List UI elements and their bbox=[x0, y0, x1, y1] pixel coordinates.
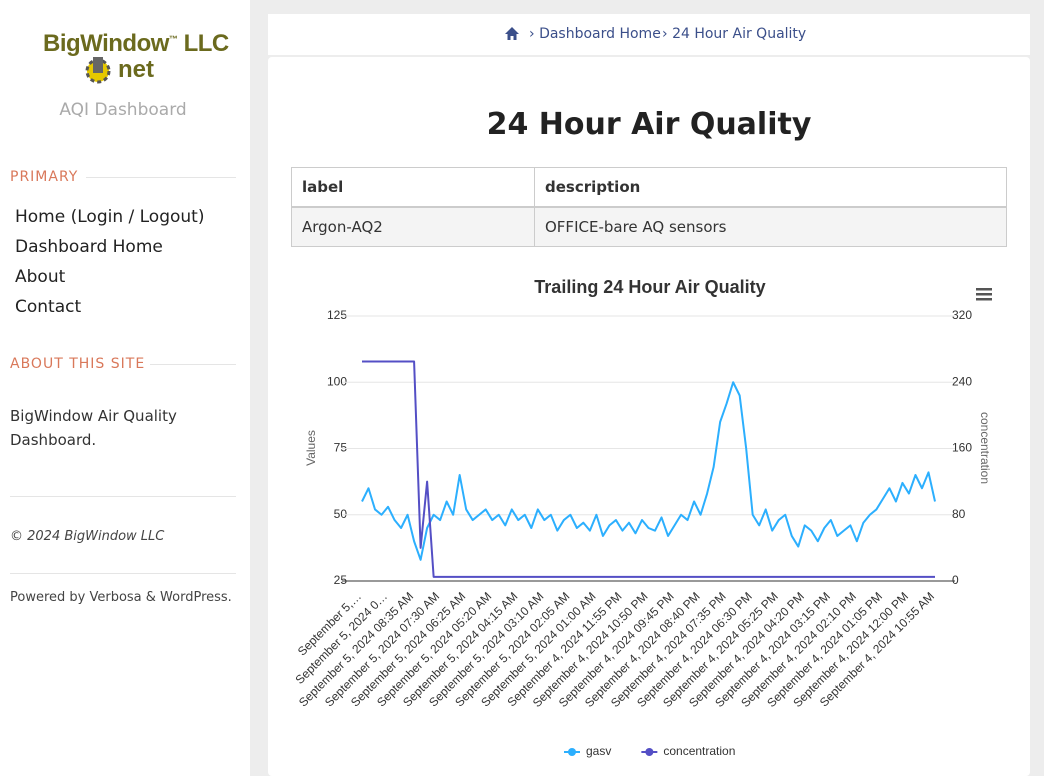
home-icon[interactable] bbox=[504, 26, 520, 41]
info-table: label description Argon-AQ2 OFFICE-bare AQ… bbox=[291, 167, 1007, 247]
logo-net: net bbox=[118, 56, 154, 83]
cell: Argon-AQ2 bbox=[291, 206, 535, 247]
y2-tick-label: 160 bbox=[952, 441, 972, 455]
header-cell: label bbox=[291, 167, 535, 208]
legend-label[interactable]: concentration bbox=[663, 744, 735, 758]
table-header: label description bbox=[291, 167, 1007, 208]
copyright: © 2024 BigWindow LLC bbox=[10, 529, 165, 544]
chart: Trailing 24 Hour Air Quality Values conc… bbox=[293, 277, 992, 758]
menu-item[interactable]: Home (Login / Logout) bbox=[15, 207, 205, 227]
chart-menu[interactable] bbox=[976, 288, 992, 301]
menu-item[interactable]: Dashboard Home bbox=[15, 237, 163, 257]
section-heading: ABOUT THIS SITE bbox=[10, 356, 146, 372]
divider bbox=[86, 177, 236, 178]
content: 24 Hour Air Quality label description Arg… bbox=[268, 57, 1030, 776]
about-text: BigWindow Air Quality Dashboard. bbox=[10, 407, 177, 449]
y-tick-label: 100 bbox=[327, 374, 347, 388]
series-line bbox=[361, 381, 936, 561]
legend-label[interactable]: gasv bbox=[586, 744, 611, 758]
tagline: AQI Dashboard bbox=[59, 100, 187, 120]
logo-tm: ™ bbox=[168, 34, 178, 44]
powered-by: Powered by Verbosa & WordPress. bbox=[10, 590, 232, 605]
y2-tick-label: 0 bbox=[952, 573, 959, 587]
y-tick-label: 50 bbox=[334, 507, 348, 521]
y-tick-label: 25 bbox=[334, 573, 348, 587]
cell: OFFICE-bare AQ sensors bbox=[534, 206, 1007, 247]
legend-marker bbox=[645, 748, 654, 756]
breadcrumb-text: 24 Hour Air Quality bbox=[672, 26, 807, 42]
y2-tick-label: 240 bbox=[952, 374, 972, 388]
logo[interactable]: BigWindow™ LLC bbox=[43, 30, 229, 58]
y2-tick-label: 80 bbox=[952, 507, 966, 521]
table-row: Argon-AQ2 OFFICE-bare AQ sensors bbox=[291, 206, 1007, 247]
y-tick-label: 125 bbox=[327, 308, 347, 322]
divider bbox=[150, 364, 236, 365]
header-cell: description bbox=[534, 167, 1007, 208]
sidebar: BigWindow™ LLC net AQI Dashboard PRIMARY… bbox=[0, 0, 250, 776]
page-title: 24 Hour Air Quality bbox=[486, 107, 812, 142]
legend-marker bbox=[568, 748, 576, 756]
logo-icon bbox=[85, 57, 111, 84]
y-tick-label: 75 bbox=[334, 441, 348, 455]
menu-item[interactable]: About bbox=[15, 267, 66, 287]
breadcrumb-link[interactable]: › Dashboard Home bbox=[529, 26, 661, 42]
breadcrumb-bar: › Dashboard Home › 24 Hour Air Quality bbox=[268, 14, 1030, 55]
series-line bbox=[362, 360, 935, 578]
section-heading: PRIMARY bbox=[10, 169, 79, 185]
breadcrumb-current: › 24 Hour Air Quality bbox=[662, 26, 807, 42]
logo-suffix: LLC bbox=[183, 30, 230, 57]
y-axis-title: Values bbox=[304, 430, 318, 466]
logo-name: BigWindow bbox=[43, 30, 169, 57]
y2-tick-label: 320 bbox=[952, 308, 972, 322]
chart-title: Trailing 24 Hour Air Quality bbox=[534, 277, 765, 297]
breadcrumb-text: Dashboard Home bbox=[539, 26, 661, 42]
divider bbox=[10, 496, 236, 497]
divider bbox=[10, 573, 236, 574]
menu-item[interactable]: Contact bbox=[15, 297, 82, 317]
y2-axis-title: concentration bbox=[978, 412, 992, 484]
